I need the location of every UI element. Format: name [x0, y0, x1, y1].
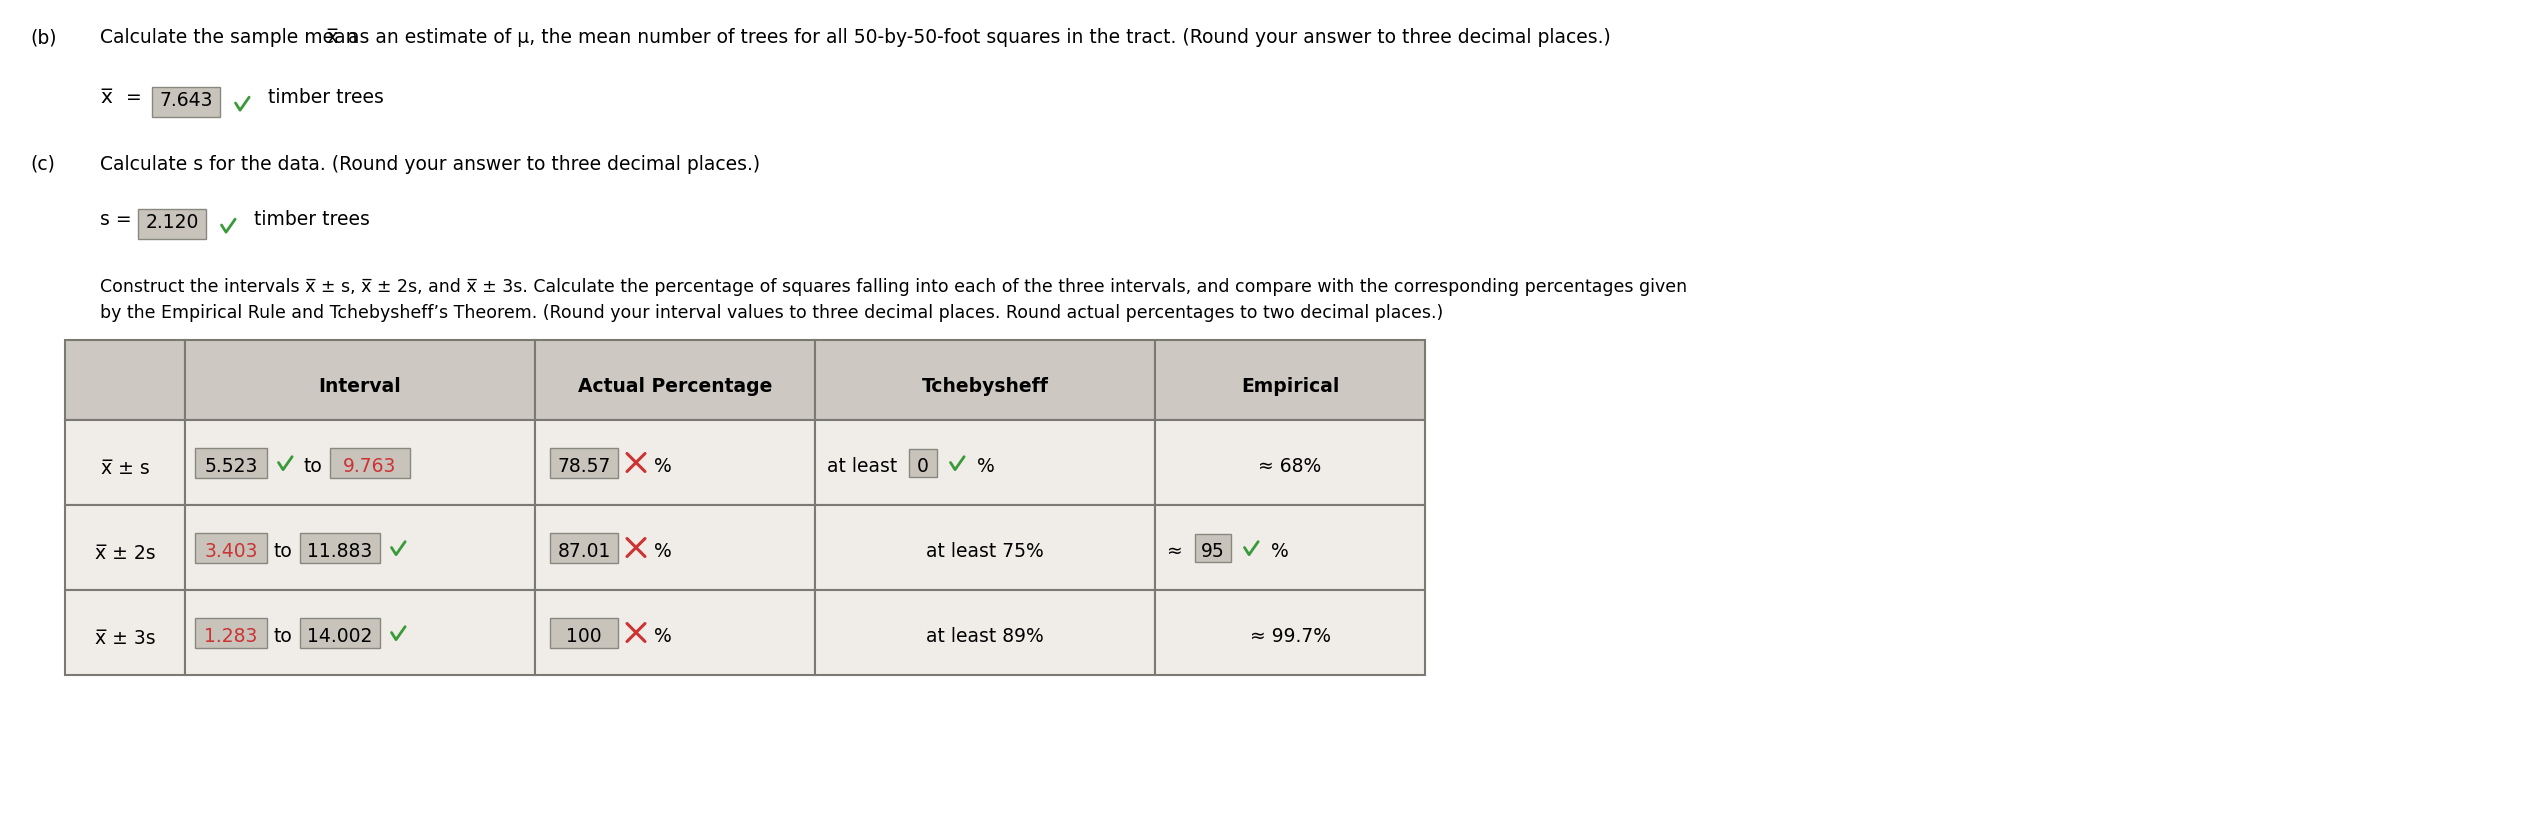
Bar — [550, 447, 618, 478]
Bar — [66, 505, 186, 590]
Text: %: % — [654, 457, 672, 476]
Bar — [186, 340, 534, 420]
Bar — [1155, 590, 1425, 675]
Bar — [300, 618, 379, 648]
Text: 1.283: 1.283 — [204, 627, 257, 646]
Text: x̅ ± 2s: x̅ ± 2s — [94, 544, 155, 563]
Text: by the Empirical Rule and Tchebysheff’s Theorem. (Round your interval values to : by the Empirical Rule and Tchebysheff’s … — [99, 304, 1442, 322]
Bar — [534, 420, 814, 505]
Text: Interval: Interval — [318, 376, 402, 395]
Bar — [814, 505, 1155, 590]
Text: 100: 100 — [567, 627, 603, 646]
Bar — [66, 590, 186, 675]
Text: =: = — [120, 88, 148, 107]
Bar — [137, 209, 206, 239]
Text: ≈ 68%: ≈ 68% — [1259, 457, 1323, 476]
Bar — [908, 448, 936, 477]
Text: Empirical: Empirical — [1241, 376, 1338, 395]
Bar — [66, 420, 186, 505]
Bar — [1155, 340, 1425, 420]
Bar — [814, 340, 1155, 420]
Text: x̅: x̅ — [326, 28, 338, 47]
Text: x̅: x̅ — [99, 88, 112, 107]
Text: at least: at least — [827, 457, 903, 476]
Text: Calculate s for the data. (Round your answer to three decimal places.): Calculate s for the data. (Round your an… — [99, 155, 761, 174]
Text: ≈: ≈ — [1168, 542, 1188, 561]
Bar — [814, 420, 1155, 505]
Text: 2.120: 2.120 — [145, 213, 198, 231]
Bar — [1155, 505, 1425, 590]
Bar — [534, 590, 814, 675]
Bar — [153, 87, 219, 117]
Text: (b): (b) — [31, 28, 56, 47]
Text: Construct the intervals x̅ ± s, x̅ ± 2s, and x̅ ± 3s. Calculate the percentage o: Construct the intervals x̅ ± s, x̅ ± 2s,… — [99, 278, 1687, 296]
Bar — [1196, 533, 1231, 561]
Text: timber trees: timber trees — [267, 88, 384, 107]
Text: 87.01: 87.01 — [557, 542, 611, 561]
Bar — [196, 533, 267, 563]
Text: Calculate the sample mean: Calculate the sample mean — [99, 28, 364, 47]
Text: 0: 0 — [916, 457, 929, 476]
Text: x̅ ± s: x̅ ± s — [102, 459, 150, 478]
Text: 5.523: 5.523 — [204, 457, 257, 476]
Bar — [186, 420, 534, 505]
Text: at least 75%: at least 75% — [926, 542, 1043, 561]
Text: %: % — [977, 457, 995, 476]
Bar — [550, 618, 618, 648]
Bar — [196, 447, 267, 478]
Bar — [534, 340, 814, 420]
Text: %: % — [654, 542, 672, 561]
Bar — [186, 590, 534, 675]
Text: %: % — [654, 627, 672, 646]
Text: 3.403: 3.403 — [204, 542, 257, 561]
Text: 95: 95 — [1201, 542, 1224, 561]
Text: 14.002: 14.002 — [308, 627, 371, 646]
Text: 11.883: 11.883 — [308, 542, 371, 561]
Text: 78.57: 78.57 — [557, 457, 611, 476]
Bar — [814, 590, 1155, 675]
Bar — [331, 447, 410, 478]
Bar — [1155, 420, 1425, 505]
Text: to: to — [303, 457, 323, 476]
Bar — [186, 505, 534, 590]
Text: s =: s = — [99, 210, 137, 229]
Text: to: to — [275, 542, 293, 561]
Bar — [550, 533, 618, 563]
Bar — [534, 505, 814, 590]
Text: timber trees: timber trees — [254, 210, 369, 229]
Bar — [196, 618, 267, 648]
Text: 9.763: 9.763 — [343, 457, 397, 476]
Text: ≈ 99.7%: ≈ 99.7% — [1249, 627, 1331, 646]
Text: x̅ ± 3s: x̅ ± 3s — [94, 629, 155, 648]
Bar — [66, 340, 186, 420]
Text: as an estimate of μ, the mean number of trees for all 50-by-50-foot squares in t: as an estimate of μ, the mean number of … — [341, 28, 1610, 47]
Text: %: % — [1272, 542, 1290, 561]
Text: 7.643: 7.643 — [160, 91, 214, 110]
Text: (c): (c) — [31, 155, 56, 174]
Text: Tchebysheff: Tchebysheff — [921, 376, 1048, 395]
Text: Actual Percentage: Actual Percentage — [577, 376, 773, 395]
Bar — [300, 533, 379, 563]
Text: to: to — [275, 627, 293, 646]
Text: at least 89%: at least 89% — [926, 627, 1043, 646]
